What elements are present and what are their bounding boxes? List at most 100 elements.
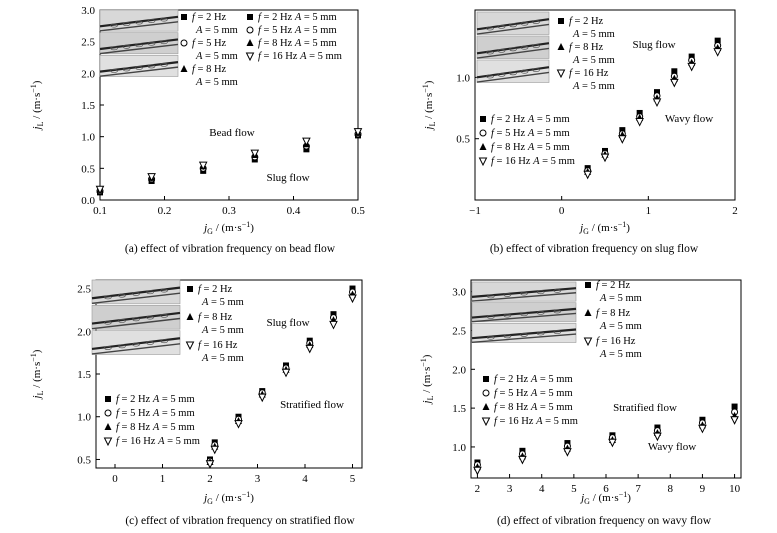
inset-bubble — [110, 46, 118, 51]
inset-bubble — [160, 17, 168, 22]
inset-bubble — [520, 69, 529, 74]
legend-label-part: = 2 Hz — [261, 12, 295, 23]
data-point — [305, 344, 315, 354]
inset-legend-label-part: A — [201, 325, 209, 336]
inset-bubble — [486, 335, 495, 340]
y-tick-label: 1.0 — [77, 412, 91, 424]
inset-bubble — [553, 330, 562, 335]
legend-label: f = 8 Hz A = 5 mm — [258, 38, 337, 49]
x-tick-label: 0.2 — [158, 205, 172, 217]
inset-bubble — [118, 293, 126, 298]
inset-legend-label: A = 5 mm — [201, 325, 244, 336]
legend-label-part: = 5 mm — [537, 388, 572, 399]
x-axis-label-close: ) — [250, 492, 254, 504]
y-axis-label-var: j — [31, 395, 43, 400]
legend-label-part: f — [258, 12, 263, 23]
chart-panel-c: 0 1 2 3 4 50.51.01.52.02.5jG / (m·s−1)jL / (m… — [29, 279, 363, 527]
inset-legend-label-part: = 5 mm — [202, 77, 237, 88]
y-axis-label-exp: −1 — [29, 353, 38, 362]
x-tick-label: 2 — [475, 483, 481, 495]
inset-bubble — [486, 50, 494, 55]
legend-label-part: = 16 Hz — [497, 416, 536, 427]
y-axis-label-unit: / (m·s — [421, 367, 433, 396]
legend-marker — [481, 417, 491, 427]
inset-bubble — [160, 339, 169, 344]
legend-marker — [105, 396, 111, 402]
inset-legend-label-part: A — [195, 77, 203, 88]
x-tick-label: 0.1 — [93, 205, 107, 217]
legend-label-part: f — [116, 422, 121, 433]
inset-bubble — [536, 310, 545, 315]
legend-label-part: f — [258, 38, 263, 49]
inset-tube-wall — [471, 333, 577, 344]
inset-bubble — [509, 71, 517, 76]
data-point — [234, 420, 243, 429]
legend-label-part: = 5 mm — [301, 25, 336, 36]
legend-marker — [104, 423, 112, 430]
data-point — [688, 53, 695, 60]
y-axis-label-sub: L — [426, 395, 435, 400]
x-axis-label: jG / (m·s−1) — [202, 220, 254, 236]
legend-label: f = 5 Hz A = 5 mm — [258, 25, 337, 36]
legend-label: f = 5 Hz A = 5 mm — [494, 388, 573, 399]
legend-label-part: A — [530, 374, 538, 385]
y-axis-label-unit: / (m·s — [31, 362, 43, 391]
inset-legend-marker — [180, 39, 188, 47]
inset-legend-label-part: f — [192, 64, 197, 75]
legend-label-part: = 5 mm — [537, 402, 572, 413]
legend-label-part: = 5 Hz — [119, 408, 153, 419]
inset-bubble — [520, 291, 528, 296]
legend-label-part: A — [532, 156, 540, 167]
legend-label-part: A — [152, 408, 160, 419]
inset-legend-label: A = 5 mm — [599, 321, 642, 332]
inset-legend-label-part: A — [195, 51, 203, 62]
inset-legend-label: f = 8 Hz — [596, 308, 631, 319]
inset-tube-wall — [476, 71, 550, 83]
inset-bubble — [103, 346, 112, 350]
legend-label-part: A — [530, 402, 538, 413]
inset-legend-label-part: = 5 mm — [202, 25, 237, 36]
data-point — [518, 455, 527, 465]
legend-label-part: = 5 mm — [534, 142, 569, 153]
y-axis-label-var: j — [423, 126, 435, 131]
y-tick-label: 2.0 — [77, 326, 91, 338]
inset-legend-label-part: = 2 Hz — [201, 284, 233, 295]
inset-bubble — [103, 320, 112, 325]
data-point — [198, 161, 208, 171]
x-tick-label: 2 — [207, 473, 213, 485]
chart-panel-d: 2 3 4 5 6 7 8 9 101.01.52.02.53.0jG / (m·s−1)jL … — [419, 279, 742, 527]
legend-label-part: f — [116, 394, 121, 405]
legend-label-part: f — [116, 436, 121, 447]
chart-caption: (c) effect of vibration frequency on str… — [125, 515, 355, 527]
inset-bubble — [497, 24, 506, 29]
y-tick-label: 1.0 — [456, 72, 470, 84]
y-tick-label: 1.0 — [81, 132, 95, 144]
inset-legend-label-part: = 5 mm — [208, 297, 243, 308]
x-tick-label: 8 — [668, 483, 674, 495]
inset-legend-label-part: f — [569, 42, 574, 53]
data-point — [95, 185, 105, 195]
x-axis-label-exp: −1 — [242, 220, 251, 229]
legend-label-part: A — [530, 388, 538, 399]
inset-tube-wall — [476, 47, 550, 59]
x-tick-label: 0.5 — [351, 205, 365, 217]
y-tick-label: 2.0 — [452, 364, 466, 376]
x-axis-label-var: j — [202, 492, 207, 504]
inset-legend-label: A = 5 mm — [572, 81, 615, 92]
x-axis-label-unit: / (m·s — [590, 492, 619, 504]
inset-legend-marker — [557, 43, 565, 50]
legend-label-part: f — [494, 374, 499, 385]
legend-label: f = 2 Hz A = 5 mm — [494, 374, 573, 385]
x-tick-label: 4 — [539, 483, 545, 495]
inset-legend-label-part: A — [599, 321, 607, 332]
inset-legend-label-part: A — [572, 29, 580, 40]
inset-bubble — [509, 23, 517, 28]
x-axis-label-exp: −1 — [242, 490, 251, 499]
legend-label-part: f — [494, 388, 499, 399]
legend-label-part: = 2 Hz — [497, 374, 531, 385]
legend-label-part: = 5 mm — [159, 408, 194, 419]
inset-legend-label: A = 5 mm — [195, 25, 238, 36]
inset-legend-label-part: = 5 mm — [579, 55, 614, 66]
legend-marker — [479, 143, 487, 150]
